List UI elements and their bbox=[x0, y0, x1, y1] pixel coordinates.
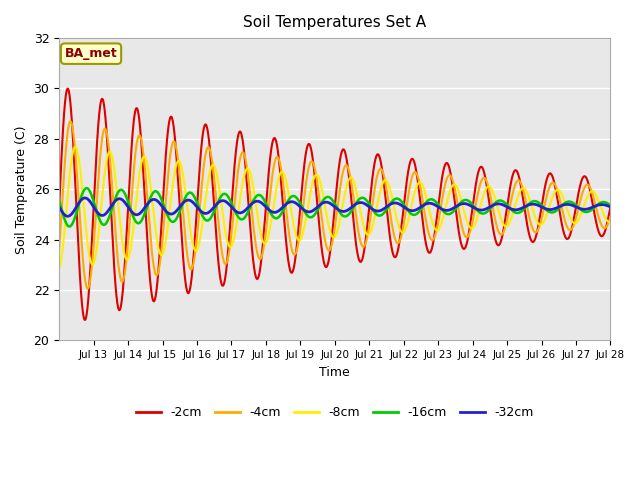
-4cm bbox=[55, 247, 63, 252]
-4cm bbox=[590, 195, 598, 201]
-32cm bbox=[563, 202, 570, 207]
-16cm bbox=[83, 185, 90, 191]
Line: -2cm: -2cm bbox=[59, 89, 611, 320]
-2cm bbox=[292, 255, 300, 261]
Y-axis label: Soil Temperature (C): Soil Temperature (C) bbox=[15, 125, 28, 253]
Line: -32cm: -32cm bbox=[59, 198, 611, 216]
-8cm bbox=[590, 189, 598, 195]
-4cm bbox=[84, 286, 92, 292]
X-axis label: Time: Time bbox=[319, 366, 350, 379]
Legend: -2cm, -4cm, -8cm, -16cm, -32cm: -2cm, -4cm, -8cm, -16cm, -32cm bbox=[131, 401, 539, 424]
Line: -8cm: -8cm bbox=[59, 146, 611, 269]
-8cm bbox=[287, 205, 295, 211]
-2cm bbox=[81, 317, 89, 323]
-32cm bbox=[590, 204, 598, 210]
-16cm bbox=[292, 194, 300, 200]
-2cm bbox=[55, 204, 63, 210]
-4cm bbox=[607, 214, 614, 220]
-2cm bbox=[287, 269, 295, 275]
Title: Soil Temperatures Set A: Soil Temperatures Set A bbox=[243, 15, 426, 30]
-8cm bbox=[607, 219, 614, 225]
-16cm bbox=[317, 200, 325, 206]
-2cm bbox=[317, 243, 325, 249]
-2cm bbox=[64, 86, 72, 92]
-32cm bbox=[64, 214, 72, 219]
-16cm bbox=[563, 199, 570, 205]
-32cm bbox=[81, 195, 89, 201]
Text: BA_met: BA_met bbox=[65, 47, 117, 60]
-4cm bbox=[317, 212, 325, 218]
-32cm bbox=[55, 204, 63, 210]
-32cm bbox=[292, 200, 300, 206]
Line: -4cm: -4cm bbox=[59, 121, 611, 289]
-32cm bbox=[607, 204, 614, 210]
-16cm bbox=[55, 198, 63, 204]
-2cm bbox=[590, 207, 598, 213]
-2cm bbox=[607, 204, 614, 210]
-8cm bbox=[72, 144, 79, 149]
Line: -16cm: -16cm bbox=[59, 188, 611, 227]
-16cm bbox=[607, 203, 614, 208]
-4cm bbox=[456, 214, 464, 219]
-32cm bbox=[317, 201, 325, 207]
-32cm bbox=[456, 202, 464, 207]
-2cm bbox=[456, 235, 464, 241]
-8cm bbox=[317, 183, 325, 189]
-4cm bbox=[563, 222, 570, 228]
-4cm bbox=[287, 243, 295, 249]
-32cm bbox=[287, 199, 295, 204]
-2cm bbox=[563, 236, 570, 241]
-16cm bbox=[287, 194, 295, 200]
-4cm bbox=[67, 119, 74, 124]
-8cm bbox=[456, 192, 463, 198]
-8cm bbox=[55, 266, 63, 272]
-16cm bbox=[590, 205, 598, 211]
-16cm bbox=[65, 224, 73, 229]
-8cm bbox=[563, 204, 570, 209]
-4cm bbox=[292, 251, 300, 257]
-8cm bbox=[291, 229, 299, 235]
-16cm bbox=[456, 201, 464, 206]
